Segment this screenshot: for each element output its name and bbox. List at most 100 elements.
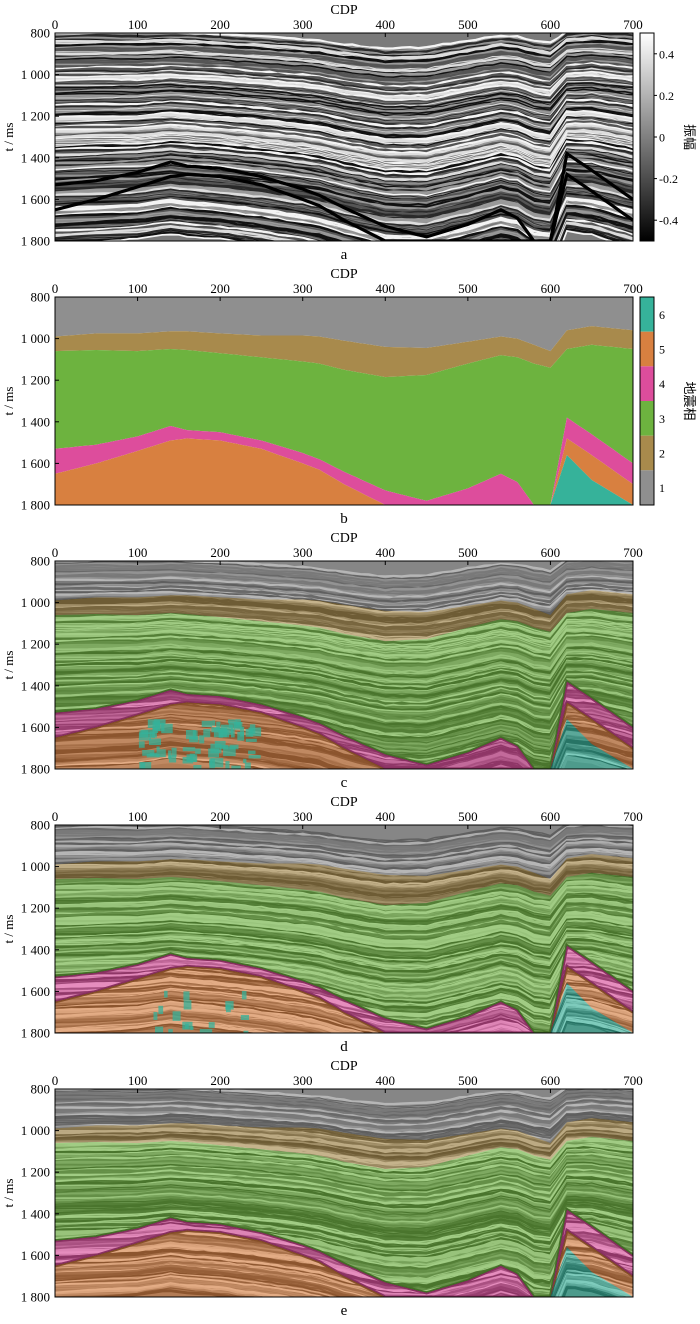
plot-frame	[54, 824, 634, 1034]
colorbar-tick-label: 0.2	[659, 89, 674, 103]
panel-caption: b	[340, 511, 348, 527]
facies-region-3	[55, 608, 633, 769]
x-tick-label: 300	[293, 17, 313, 32]
legend-label: 5	[659, 343, 665, 357]
seismic-reflector	[55, 33, 633, 55]
y-tick-label: 1 000	[21, 859, 50, 874]
colorbar-label: 地震相	[682, 381, 697, 420]
facies-region-5	[55, 1230, 633, 1297]
x-tick-label: 400	[376, 545, 396, 560]
y-axis-label: t / ms	[1, 915, 16, 944]
y-tick-label: 1 000	[21, 595, 50, 610]
misclassified-patch	[141, 729, 155, 734]
misclassified-patch	[158, 1005, 164, 1014]
facies-region-3	[55, 344, 633, 505]
misclassified-patch	[226, 1004, 231, 1013]
x-tick-label: 500	[458, 281, 478, 296]
misclassified-patch	[248, 755, 261, 759]
plot-frame	[54, 32, 634, 242]
y-tick-label: 1 200	[21, 637, 50, 652]
misclassified-patch	[199, 1029, 213, 1033]
plot-area-a	[55, 33, 633, 241]
misclassified-patch	[209, 758, 215, 769]
seismic-reflector	[55, 65, 633, 92]
seismic-reflector	[55, 172, 633, 212]
y-tick-label: 1 200	[21, 109, 50, 124]
seismic-reflector	[55, 128, 633, 163]
x-tick-label: 600	[541, 281, 561, 296]
plot-frame	[54, 560, 634, 770]
axes-b: CDP 0 100 200 300 400 500 600 700 800 1 000 1 200 1 …	[1, 267, 643, 527]
facies-region-6	[55, 719, 633, 769]
x-tick-label: 500	[458, 545, 478, 560]
y-axis-label: t / ms	[1, 123, 16, 152]
legend-swatch-5	[640, 331, 654, 367]
plot-frame	[54, 296, 634, 506]
seismic-reflector	[55, 106, 633, 138]
y-tick-label: 1 800	[21, 498, 50, 513]
y-axis-label: t / ms	[1, 387, 16, 416]
y-tick-label: 1 800	[21, 762, 50, 777]
seismic-reflector	[55, 146, 633, 182]
seismic-reflector	[55, 52, 633, 77]
seismic-reflector	[55, 93, 633, 122]
seismic-reflector	[55, 74, 633, 102]
seismic-reflector	[55, 36, 633, 60]
legend-swatch-6	[640, 297, 654, 332]
colorbar-tick-label: 0.4	[659, 47, 674, 61]
x-tick-label: 700	[623, 545, 643, 560]
misclassified-patch	[219, 733, 230, 738]
plot-frame	[54, 1088, 634, 1298]
y-tick-label: 1 800	[21, 1026, 50, 1041]
x-tick-label: 600	[541, 17, 561, 32]
seismic-reflector	[96, 229, 615, 241]
plot-area-e	[55, 1089, 633, 1297]
y-tick-label: 1 400	[21, 150, 50, 165]
seismic-reflector	[55, 117, 633, 149]
y-tick-label: 1 600	[21, 456, 50, 471]
seismic-reflector	[55, 218, 633, 241]
seismic-reflector	[55, 47, 633, 71]
plot-area-d	[55, 825, 633, 1033]
x-tick-label: 400	[376, 17, 396, 32]
seismic-reflector	[55, 160, 633, 197]
seismic-reflector	[55, 54, 633, 79]
x-axis-label: CDP	[330, 1059, 357, 1074]
seismic-reflector	[55, 42, 633, 66]
seismic-reflector	[55, 63, 633, 90]
y-tick-label: 1 600	[21, 1248, 50, 1263]
misclassified-patch	[240, 726, 245, 737]
horizon-line	[55, 171, 633, 241]
seismic-reflector	[55, 200, 633, 241]
misclassified-patch	[244, 762, 251, 769]
misclassified-patch	[161, 723, 173, 734]
facies-region-1	[55, 825, 633, 880]
misclassified-patch	[186, 754, 198, 762]
plot-area-b	[55, 297, 633, 505]
misclassified-patch	[233, 721, 243, 730]
seismic-reflector	[55, 76, 633, 103]
y-tick-label: 1 600	[21, 984, 50, 999]
x-tick-label: 700	[623, 809, 643, 824]
seismic-reflector	[55, 198, 633, 241]
panel-caption: d	[340, 1039, 348, 1055]
y-tick-label: 1 400	[21, 678, 50, 693]
facies-region-6	[55, 1247, 633, 1297]
x-axis-label: CDP	[330, 795, 357, 810]
facies-region-3	[55, 872, 633, 1033]
x-axis-label: CDP	[330, 531, 357, 546]
seismic-reflector	[55, 98, 633, 128]
seismic-reflector	[55, 82, 633, 109]
colorbar-gradient	[639, 32, 655, 242]
x-tick-label: 100	[128, 281, 148, 296]
seismic-reflector	[55, 69, 633, 96]
misclassified-patch	[139, 762, 152, 769]
facies-region-4	[55, 945, 633, 1033]
facies-region-2	[55, 854, 633, 906]
plot-area-c	[55, 561, 633, 769]
y-tick-label: 1 200	[21, 901, 50, 916]
seismic-reflector	[55, 95, 633, 124]
seismic-reflector	[55, 211, 633, 241]
legend-label: 1	[659, 481, 665, 495]
misclassified-patch	[220, 724, 233, 735]
